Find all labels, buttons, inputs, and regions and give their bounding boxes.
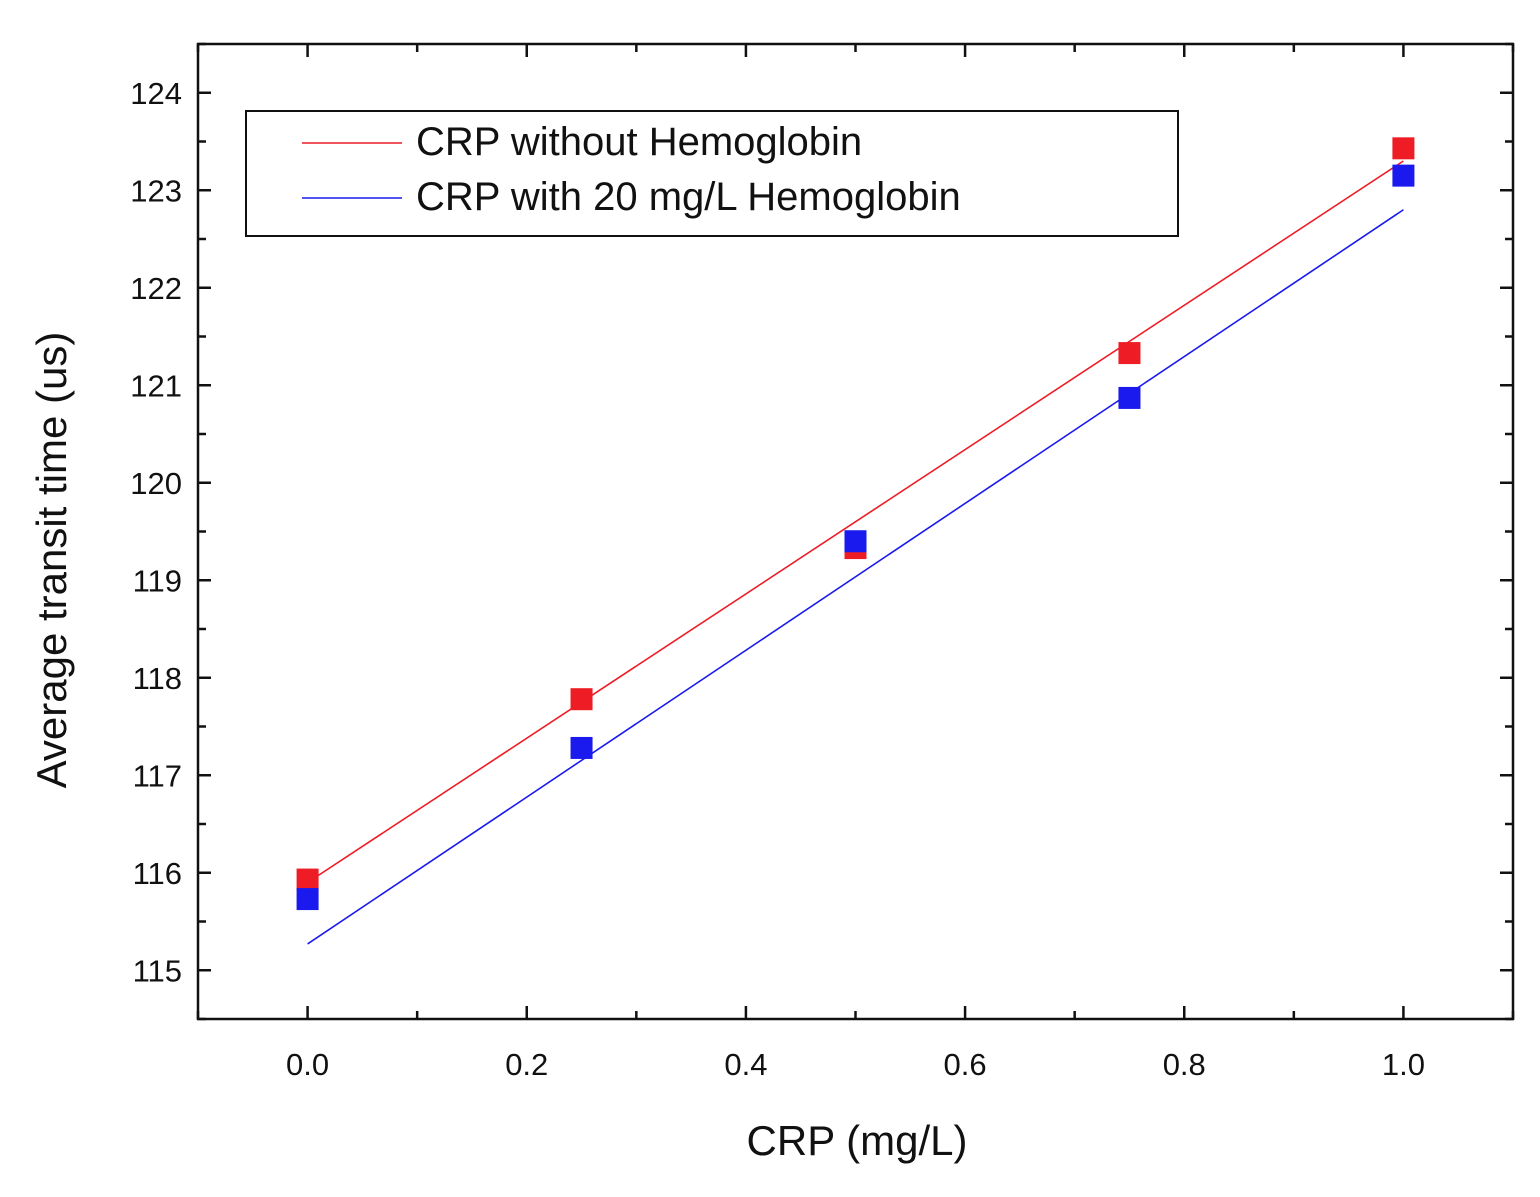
x-tick-label: 1.0 — [1382, 1047, 1425, 1082]
x-tick-label: 0.2 — [505, 1047, 548, 1082]
y-tick-label: 121 — [130, 368, 182, 403]
x-tick-label: 0.8 — [1163, 1047, 1206, 1082]
fit-line-without-hemoglobin — [307, 160, 1404, 884]
legend: CRP without Hemoglobin CRP with 20 mg/L … — [245, 110, 1179, 237]
fit-lines — [307, 160, 1404, 945]
axes: 0.0 0.2 0.4 0.6 0.8 1.0 115 116 117 118 119 120 121 1… — [130, 42, 1515, 1082]
fit-line-with-hemoglobin — [307, 209, 1404, 945]
data-point-with-hemoglobin — [844, 530, 867, 553]
data-point-without-hemoglobin — [296, 868, 319, 891]
x-tick-label: 0.4 — [724, 1047, 767, 1082]
legend-label-with-hemoglobin: CRP with 20 mg/L Hemoglobin — [416, 175, 961, 219]
data-point-without-hemoglobin — [570, 688, 593, 711]
y-tick-label: 115 — [133, 953, 182, 988]
y-axis-title: Average transit time (us) — [28, 332, 75, 789]
y-tick-label: 124 — [130, 76, 182, 111]
data-point-with-hemoglobin — [296, 888, 319, 911]
y-tick-label: 123 — [130, 173, 182, 208]
data-point-with-hemoglobin — [1118, 386, 1141, 409]
x-axis-title: CRP (mg/L) — [747, 1117, 968, 1164]
y-tick-label: 119 — [133, 563, 182, 598]
data-point-without-hemoglobin — [1118, 342, 1141, 365]
data-point-with-hemoglobin — [1392, 164, 1415, 187]
data-points — [296, 137, 1415, 911]
x-tick-label: 0.6 — [944, 1047, 987, 1082]
legend-label-without-hemoglobin: CRP without Hemoglobin — [416, 120, 862, 164]
y-tick-label: 117 — [133, 758, 182, 793]
data-point-with-hemoglobin — [570, 736, 593, 759]
x-tick-label: 0.0 — [286, 1047, 329, 1082]
y-tick-label: 116 — [133, 856, 182, 891]
y-tick-label: 120 — [130, 466, 182, 501]
data-point-without-hemoglobin — [1392, 137, 1415, 160]
y-tick-label: 122 — [130, 271, 182, 306]
legend-box — [245, 110, 1179, 237]
y-tick-label: 118 — [133, 661, 182, 696]
